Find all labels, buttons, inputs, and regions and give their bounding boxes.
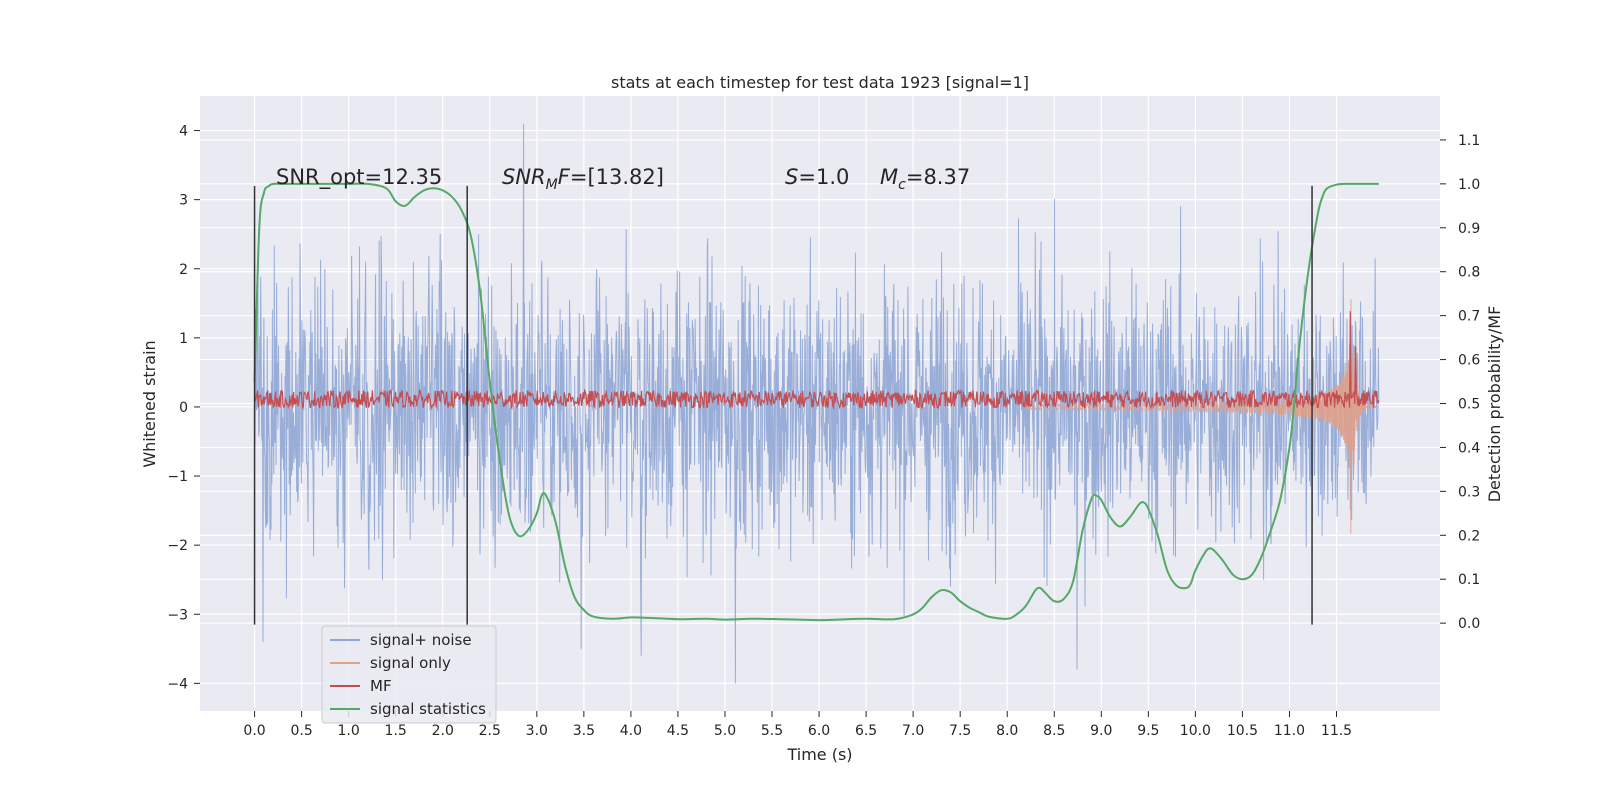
- x-tick-label: 8.0: [996, 723, 1018, 739]
- x-tick-label: 1.5: [385, 723, 407, 739]
- annotation-mc-value: 8.37: [923, 165, 970, 189]
- y-tick-label-right: 0.6: [1458, 353, 1480, 369]
- series-signal-only: [1025, 299, 1380, 534]
- series-signal-noise: [254, 123, 1380, 684]
- axes: 0.0 0.5 1.0 1.5 2.0 2.5 3.0 3.5 4.0 4.5 5.0 5.5 6.0 6…: [167, 124, 1480, 739]
- x-tick-label: 8.5: [1043, 723, 1065, 739]
- y-tick-label-right: 0.1: [1458, 572, 1480, 588]
- x-tick-label: 6.5: [855, 723, 877, 739]
- y-tick-label-right: 0.0: [1458, 616, 1480, 632]
- x-tick-label: 0.5: [290, 723, 312, 739]
- x-tick-label: 10.5: [1227, 723, 1258, 739]
- x-tick-label: 7.0: [902, 723, 924, 739]
- y-tick-label-left: −4: [167, 676, 188, 692]
- annotation-s: S=1.0: [785, 165, 849, 189]
- x-axis-label: Time (s): [786, 745, 852, 764]
- legend-label-signal-noise: signal+ noise: [370, 631, 472, 649]
- x-tick-label: 6.0: [808, 723, 830, 739]
- annotation-snr-opt-label: SNR_opt=: [276, 165, 382, 190]
- annotation-snr-mf-value: [13.82]: [587, 165, 664, 189]
- y-tick-label-right: 0.9: [1458, 221, 1480, 237]
- x-tick-label: 2.0: [432, 723, 454, 739]
- x-tick-label: 5.0: [714, 723, 736, 739]
- annotations: SNR_opt=12.35 SNRMF=[13.82] S=1.0 Mc=8.3…: [276, 165, 970, 193]
- y-tick-label-left: −2: [167, 538, 188, 554]
- y-tick-label-right: 0.5: [1458, 397, 1480, 413]
- x-tick-label: 7.5: [949, 723, 971, 739]
- x-tick-label: 4.5: [667, 723, 689, 739]
- y-tick-label-left: −1: [167, 469, 188, 485]
- y-tick-label-right: 0.3: [1458, 484, 1480, 500]
- grid-lines: [200, 96, 1440, 711]
- x-tick-label: 9.0: [1090, 723, 1112, 739]
- x-tick-label: 9.5: [1137, 723, 1159, 739]
- legend-label-mf: MF: [370, 677, 392, 695]
- vertical-marker-lines: [253, 185, 1313, 625]
- x-tick-label: 10.0: [1180, 723, 1211, 739]
- x-tick-label: 5.5: [761, 723, 783, 739]
- x-tick-label: 1.0: [338, 723, 360, 739]
- x-tick-label: 4.0: [620, 723, 642, 739]
- legend: signal+ noise signal only MF signal stat…: [321, 625, 497, 724]
- x-tick-label: 2.5: [479, 723, 501, 739]
- x-tick-label: 0.0: [243, 723, 265, 739]
- annotation-s-value: 1.0: [816, 165, 849, 189]
- annotation-snr-opt-value: 12.35: [382, 165, 442, 189]
- annotation-mc: Mc=8.37: [880, 165, 970, 193]
- y-tick-label-left: 2: [179, 262, 188, 278]
- series-signal-statistics: [253, 182, 1379, 622]
- y-tick-label-right: 1.1: [1458, 133, 1480, 149]
- series-mf: [254, 311, 1380, 411]
- y-tick-label-left: 1: [179, 331, 188, 347]
- y-tick-label-left: 4: [179, 124, 188, 140]
- x-tick-label: 3.5: [573, 723, 595, 739]
- x-tick-label: 3.0: [526, 723, 548, 739]
- annotation-snr-mf: SNRMF=[13.82]: [502, 165, 664, 193]
- y-tick-label-left: 0: [179, 400, 188, 416]
- legend-label-signal-statistics: signal statistics: [370, 700, 486, 718]
- y-axis-label-left: Whitened strain: [140, 340, 159, 467]
- legend-box: [321, 625, 497, 724]
- x-tick-label: 11.5: [1321, 723, 1352, 739]
- x-tick-label: 11.0: [1274, 723, 1305, 739]
- chart-title: stats at each timestep for test data 192…: [611, 73, 1029, 92]
- y-tick-label-left: −3: [167, 607, 188, 623]
- legend-label-signal-only: signal only: [370, 654, 451, 672]
- y-tick-label-right: 0.4: [1458, 440, 1480, 456]
- y-tick-label-right: 0.8: [1458, 265, 1480, 281]
- y-axis-label-right: Detection probability/MF: [1485, 306, 1504, 503]
- y-tick-label-right: 1.0: [1458, 177, 1480, 193]
- y-tick-label-left: 3: [179, 193, 188, 209]
- plot-series: [253, 123, 1380, 684]
- annotation-snr-opt: SNR_opt=12.35: [276, 165, 442, 190]
- y-tick-label-right: 0.7: [1458, 309, 1480, 325]
- y-tick-label-right: 0.2: [1458, 528, 1480, 544]
